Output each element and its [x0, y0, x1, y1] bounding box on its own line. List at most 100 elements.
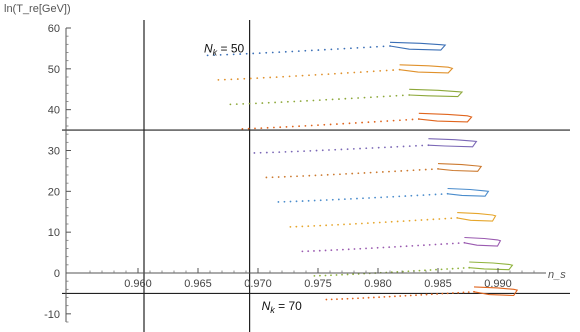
data-point — [318, 99, 321, 102]
data-point — [324, 274, 327, 277]
series-curve — [399, 64, 454, 74]
series-layer — [206, 41, 519, 301]
data-point — [278, 151, 281, 154]
data-point — [359, 71, 362, 74]
data-point — [307, 199, 310, 202]
data-point — [286, 100, 289, 103]
nk-subscript: k — [270, 305, 275, 315]
data-point — [402, 220, 405, 223]
data-point — [346, 148, 349, 151]
data-point — [342, 122, 345, 125]
data-point — [381, 171, 384, 173]
data-point — [309, 149, 312, 152]
data-point — [373, 120, 376, 123]
data-point — [410, 194, 413, 197]
data-point — [411, 118, 414, 121]
data-point — [279, 126, 282, 129]
data-point — [376, 45, 378, 48]
x-tick-label: 0.970 — [244, 278, 272, 290]
data-point — [232, 53, 235, 56]
data-point — [429, 269, 432, 271]
data-point — [265, 51, 268, 54]
data-point — [336, 298, 338, 301]
data-point — [219, 54, 222, 56]
data-point — [255, 102, 257, 105]
data-point — [430, 168, 433, 171]
data-point — [401, 270, 404, 273]
data-point — [242, 103, 245, 105]
data-point — [297, 150, 299, 153]
data-point — [254, 127, 256, 130]
data-point — [376, 246, 379, 249]
nk-annotation-2: Nk = 70 — [262, 299, 303, 315]
x-tick-label: 0.960 — [124, 278, 152, 290]
data-point — [330, 274, 332, 277]
data-point — [363, 46, 365, 49]
data-point — [436, 293, 438, 295]
data-point — [386, 196, 389, 198]
data-point — [293, 100, 296, 103]
data-point — [345, 173, 347, 175]
series-curve — [457, 212, 497, 222]
data-point — [312, 99, 315, 102]
data-point — [400, 170, 403, 172]
y-tick-label: 40 — [48, 105, 60, 117]
y-tick-label: 30 — [48, 146, 60, 158]
series-1 — [206, 41, 447, 57]
data-point — [302, 175, 305, 177]
data-point — [241, 127, 244, 130]
data-point — [337, 223, 339, 226]
data-point — [290, 175, 292, 178]
data-point — [296, 175, 298, 178]
data-point — [452, 292, 454, 294]
data-point — [378, 221, 381, 224]
y-tick-label: 0 — [54, 268, 60, 280]
data-point — [280, 101, 283, 104]
data-point — [450, 217, 453, 220]
data-point — [274, 101, 276, 104]
data-point — [330, 48, 333, 51]
data-point — [384, 146, 386, 149]
data-point — [289, 200, 292, 203]
data-point — [451, 242, 454, 245]
axes: -10 0 10 20 30 40 50 60 0.960 0.965 0.970 0.975 0.98… — [44, 23, 546, 323]
data-point — [283, 200, 286, 203]
data-point — [451, 267, 454, 270]
data-point — [428, 193, 431, 196]
data-point — [417, 244, 420, 247]
data-point — [278, 51, 281, 54]
data-point — [369, 46, 372, 49]
data-point — [421, 144, 424, 147]
data-point — [388, 246, 391, 249]
y-tick-label: 20 — [48, 186, 60, 198]
data-point — [265, 151, 268, 154]
data-point — [359, 147, 361, 150]
data-point — [317, 49, 320, 51]
data-point — [325, 98, 328, 101]
series-curve — [464, 236, 502, 247]
data-point — [261, 102, 264, 104]
data-point — [396, 220, 399, 223]
data-point — [434, 243, 437, 246]
data-point — [236, 78, 239, 80]
series-11 — [325, 286, 519, 301]
data-point — [229, 103, 232, 106]
data-point — [367, 121, 370, 124]
data-point — [323, 48, 326, 51]
data-point — [303, 150, 306, 153]
data-point — [424, 269, 426, 272]
data-point — [290, 150, 293, 153]
data-point — [372, 296, 375, 299]
data-point — [430, 293, 433, 296]
data-point — [206, 54, 209, 57]
data-point — [396, 270, 399, 273]
data-point — [298, 125, 300, 128]
data-point — [356, 46, 359, 49]
data-point — [253, 152, 256, 154]
data-point — [350, 47, 352, 50]
data-point — [335, 274, 338, 276]
data-point — [399, 245, 402, 248]
data-point — [415, 144, 417, 147]
